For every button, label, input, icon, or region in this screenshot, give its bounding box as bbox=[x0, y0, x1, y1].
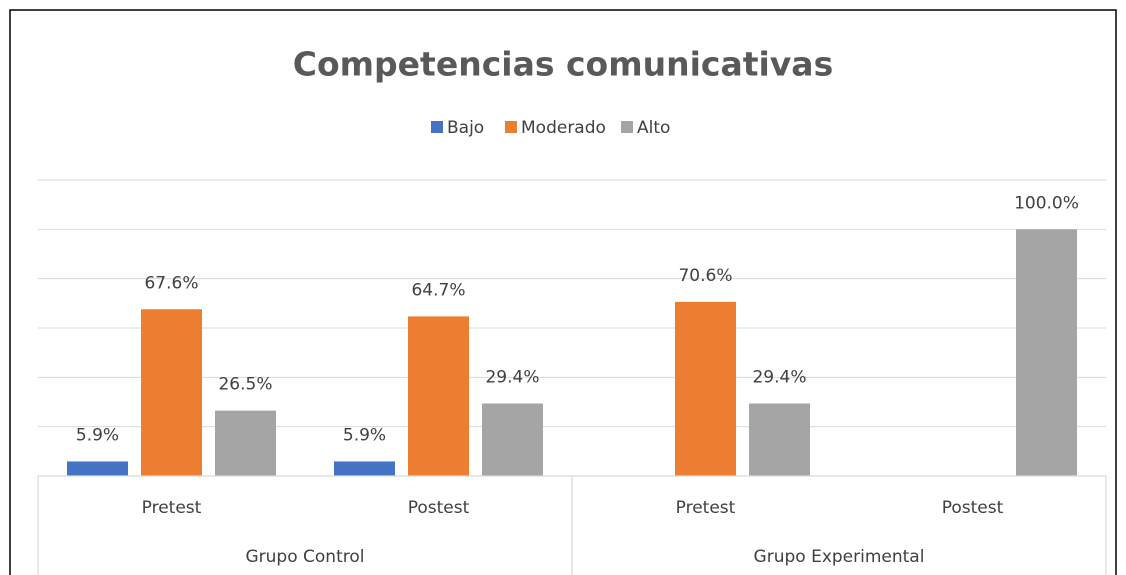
bar bbox=[141, 309, 202, 476]
data-label: 5.9% bbox=[343, 425, 386, 445]
data-label: 64.7% bbox=[411, 280, 465, 300]
bar bbox=[749, 403, 810, 476]
group-label: Grupo Experimental bbox=[754, 547, 925, 567]
chart-border bbox=[9, 9, 1117, 575]
x-tick-label: Postest bbox=[942, 498, 1004, 518]
bar bbox=[675, 301, 736, 476]
data-label: 29.4% bbox=[485, 367, 539, 387]
bar bbox=[482, 403, 543, 476]
data-label: 100.0% bbox=[1014, 193, 1079, 213]
legend-label: Bajo bbox=[447, 118, 484, 138]
legend-swatch bbox=[621, 121, 633, 133]
legend-label: Moderado bbox=[521, 118, 606, 138]
data-label: 70.6% bbox=[678, 266, 732, 286]
chart-title: Competencias comunicativas bbox=[293, 45, 833, 84]
legend: Bajo Moderado Alto bbox=[431, 118, 670, 138]
data-label: 67.6% bbox=[144, 273, 198, 293]
x-tick-label: Pretest bbox=[142, 498, 202, 518]
legend-label: Alto bbox=[637, 118, 670, 138]
bar bbox=[67, 461, 128, 476]
data-label: 5.9% bbox=[76, 425, 119, 445]
legend-swatch bbox=[505, 121, 517, 133]
bar bbox=[408, 316, 469, 476]
legend-swatch bbox=[431, 121, 443, 133]
bar bbox=[215, 410, 276, 476]
bar bbox=[334, 461, 395, 476]
data-label: 29.4% bbox=[752, 367, 806, 387]
group-label: Grupo Control bbox=[246, 547, 365, 567]
data-label: 26.5% bbox=[218, 375, 272, 395]
bar bbox=[1016, 229, 1077, 476]
x-tick-label: Pretest bbox=[676, 498, 736, 518]
x-tick-label: Postest bbox=[408, 498, 470, 518]
